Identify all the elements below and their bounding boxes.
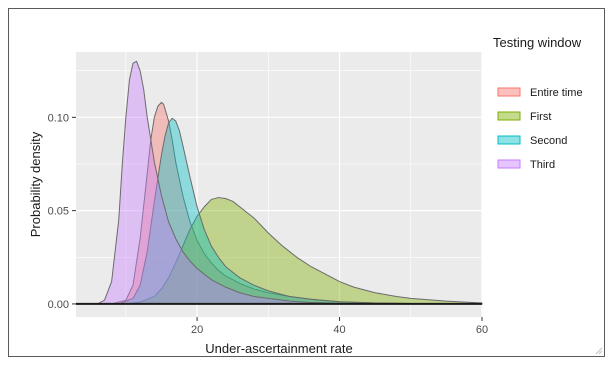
density-area-third	[75, 60, 483, 305]
legend: Testing window Entire time First Second Thi…	[493, 35, 583, 171]
legend-key-first[interactable]	[497, 111, 521, 121]
grid-minor	[76, 52, 482, 317]
y-tick-label: 0.10	[48, 112, 69, 124]
y-axis-ticks: 0.00 0.05 0.10	[48, 112, 76, 311]
y-tick-label: 0.00	[48, 299, 69, 311]
x-tick-label: 40	[333, 324, 345, 336]
y-axis-title: Probability density	[28, 131, 43, 237]
x-tick-label: 20	[191, 324, 203, 336]
legend-label-first[interactable]: First	[530, 111, 551, 123]
y-tick-label: 0.05	[48, 206, 69, 218]
density-area-second	[75, 117, 483, 305]
legend-label-second[interactable]: Second	[530, 135, 567, 147]
density-area-first	[75, 197, 483, 305]
density-areas	[75, 60, 483, 305]
x-axis-ticks: 20 40 60	[191, 317, 488, 336]
legend-key-third[interactable]	[497, 159, 521, 169]
legend-key-second[interactable]	[497, 135, 521, 145]
resize-grip-icon[interactable]	[594, 346, 603, 355]
x-axis-title: Under-ascertainment rate	[205, 341, 352, 356]
plot-panel	[76, 52, 482, 317]
legend-key-entire-time[interactable]	[497, 87, 521, 97]
legend-label-third[interactable]: Third	[530, 159, 555, 171]
x-tick-label: 60	[476, 324, 488, 336]
legend-label-entire-time[interactable]: Entire time	[530, 87, 583, 99]
legend-title: Testing window	[493, 35, 582, 50]
